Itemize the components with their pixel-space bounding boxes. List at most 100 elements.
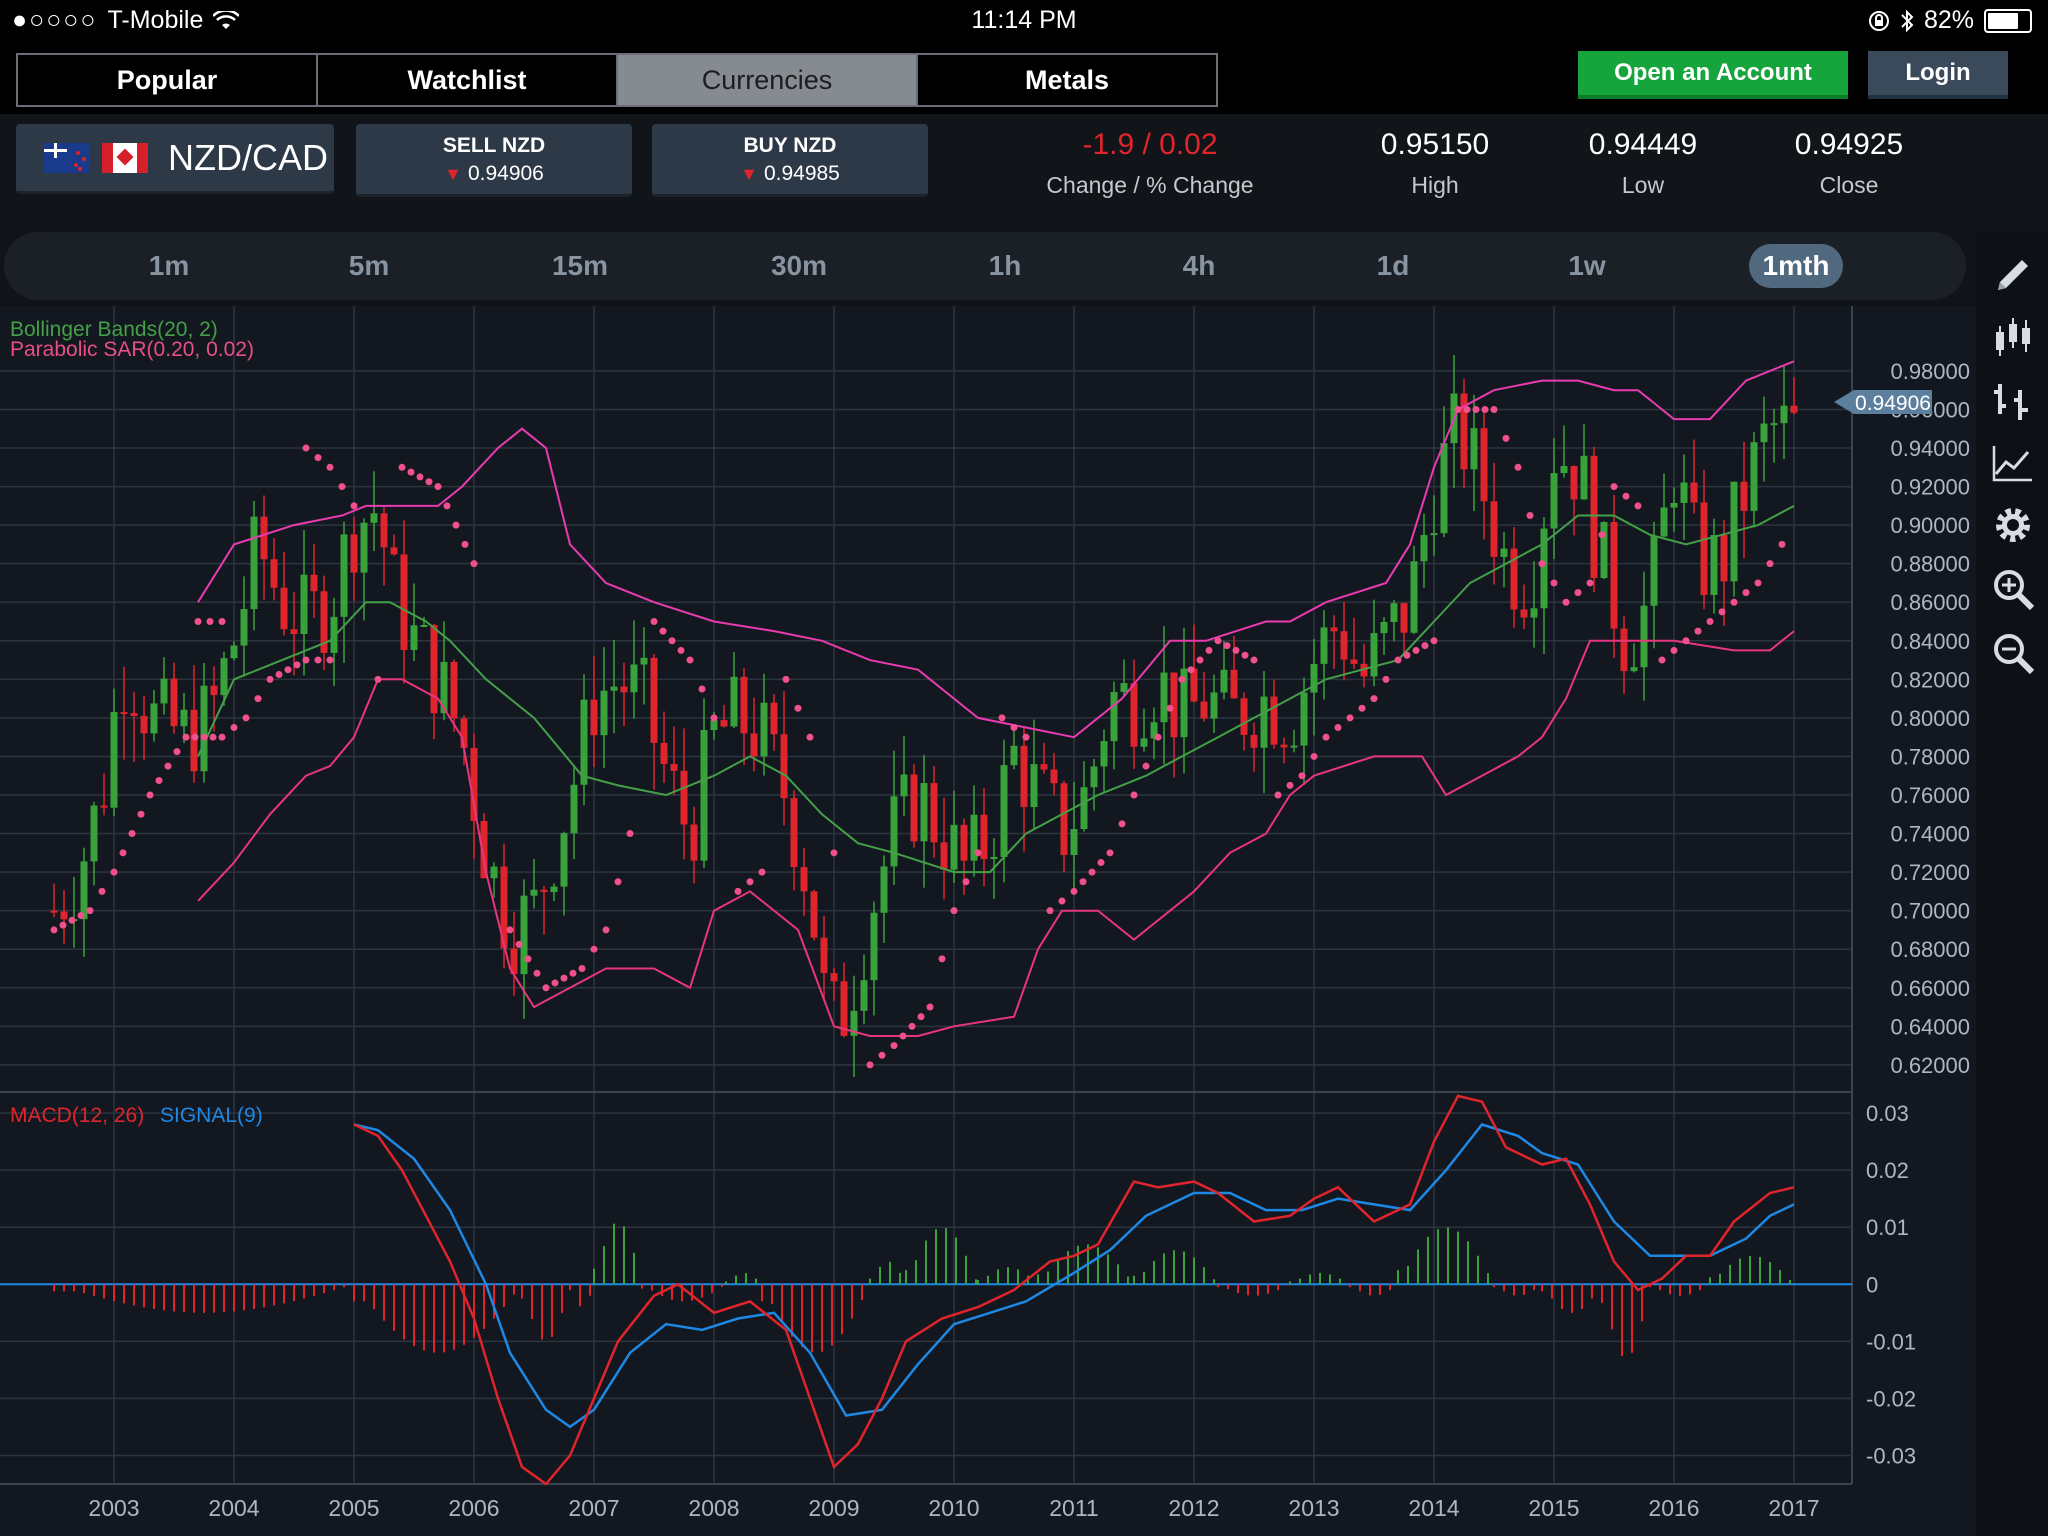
candle-body-down: [320, 591, 328, 653]
candle-body-down: [430, 624, 438, 714]
sar-dot: [614, 878, 622, 886]
timeframe-1mth[interactable]: 1mth: [1726, 232, 1866, 300]
candle-body-down: [1700, 502, 1708, 595]
sar-dot: [1079, 878, 1087, 886]
ohlc-bars-icon[interactable]: [1990, 378, 2036, 424]
currency-pair-label: NZD/CAD: [168, 136, 328, 178]
sell-button[interactable]: SELL NZD ▼ 0.94906: [356, 124, 632, 197]
candle-body-up: [360, 522, 368, 573]
sar-dot: [938, 955, 946, 963]
down-triangle-icon: ▼: [444, 164, 462, 184]
candle-body-down: [260, 516, 268, 560]
timeframe-4h[interactable]: 4h: [1182, 250, 1216, 281]
sar-dot: [1286, 781, 1294, 789]
candle-body-up: [1070, 829, 1078, 856]
sar-dot: [578, 964, 586, 972]
login-button[interactable]: Login: [1868, 51, 2008, 99]
macd-tick-label: 0: [1866, 1272, 1878, 1297]
candle-body-up: [440, 661, 448, 714]
candle-body-up: [850, 1010, 858, 1036]
tab-watchlist[interactable]: Watchlist: [318, 55, 618, 105]
pencil-icon[interactable]: [1990, 252, 2036, 298]
sar-dot: [470, 560, 478, 568]
bollinger-upper-line: [197, 360, 1795, 739]
sar-dot: [338, 483, 346, 491]
sar-dot: [866, 1061, 874, 1069]
macd-tick-label: -0.03: [1866, 1443, 1916, 1468]
sar-dot: [374, 675, 382, 683]
sar-dot: [182, 733, 190, 741]
timeframe-1w[interactable]: 1w: [1568, 250, 1606, 281]
sar-dot: [1412, 646, 1420, 654]
sar-dot: [416, 473, 424, 481]
sar-dot: [551, 979, 559, 987]
candle-body-up: [920, 783, 928, 842]
zoom-out-icon[interactable]: [1990, 630, 2036, 676]
parabolic-sar: [50, 405, 1786, 1069]
carrier-label: T-Mobile: [107, 6, 204, 34]
bollinger-legend: Bollinger Bands(20, 2): [10, 318, 218, 341]
candle-body-down: [1330, 627, 1338, 632]
timeframe-30m[interactable]: 30m: [770, 250, 828, 281]
price-tick-label: 0.88000: [1890, 552, 1970, 577]
tab-metals[interactable]: Metals: [1024, 64, 1110, 95]
candle-body-up: [230, 645, 238, 659]
sar-dot: [626, 830, 634, 838]
tab-popular[interactable]: Popular: [18, 55, 318, 105]
sar-dot: [1187, 666, 1195, 674]
sar-dot: [326, 656, 334, 664]
candle-body-up: [1370, 633, 1378, 677]
sar-dot: [1058, 897, 1066, 905]
price-tick-label: 0.72000: [1890, 860, 1970, 885]
candle-body-up: [600, 690, 608, 736]
sar-dot: [443, 502, 451, 510]
price-tick-label: 0.92000: [1890, 475, 1970, 500]
sar-dot: [1481, 405, 1489, 413]
candle-body-down: [1190, 668, 1198, 702]
down-triangle-icon: ▼: [740, 164, 758, 184]
candle-body-down: [620, 686, 628, 693]
candle-body-up: [1540, 528, 1548, 609]
sar-dot: [326, 463, 334, 471]
candle-body-up: [1600, 522, 1608, 578]
sar-dot: [86, 907, 94, 915]
line-chart-icon[interactable]: [1990, 440, 2036, 486]
high-label: High: [1411, 172, 1459, 198]
sar-dot: [1421, 642, 1429, 650]
timeframe-1m[interactable]: 1m: [148, 250, 190, 281]
sar-dot: [1154, 733, 1162, 741]
candle-body-down: [1170, 672, 1178, 738]
buy-button[interactable]: BUY NZD ▼ 0.94985: [652, 124, 928, 197]
candlestick-icon[interactable]: [1990, 314, 2036, 360]
timeframe-15m[interactable]: 15m: [551, 250, 609, 281]
candle-body-down: [810, 891, 818, 938]
currency-pair-selector[interactable]: NZD/CAD: [16, 124, 334, 194]
candle-body-up: [520, 895, 528, 975]
candle-body-up: [1550, 473, 1558, 529]
sar-dot: [1610, 483, 1618, 491]
candle-body-up: [1310, 663, 1318, 693]
price-chart[interactable]: 0.980000.960000.940000.920000.900000.880…: [0, 306, 1976, 1536]
sar-dot: [173, 748, 181, 756]
price-tick-label: 0.94000: [1890, 436, 1970, 461]
candle-body-up: [1630, 667, 1638, 672]
sar-dot: [206, 618, 214, 626]
candle-body-up: [1710, 535, 1718, 595]
candle-body-up: [220, 658, 228, 696]
candle-body-down: [510, 948, 518, 975]
sar-dot: [1130, 791, 1138, 799]
candle-body-down: [540, 889, 548, 893]
sar-dot: [434, 483, 442, 491]
candle-body-down: [660, 742, 668, 765]
tab-currencies[interactable]: Currencies: [618, 55, 918, 105]
zoom-in-icon[interactable]: [1990, 566, 2036, 612]
open-account-button[interactable]: Open an Account: [1578, 51, 1848, 99]
timeframe-1d[interactable]: 1d: [1376, 250, 1410, 281]
sar-dot: [1670, 646, 1678, 654]
sar-dot: [218, 618, 226, 626]
timeframe-5m[interactable]: 5m: [348, 250, 390, 281]
candle-body-up: [1000, 765, 1008, 857]
settings-gear-icon[interactable]: [1990, 502, 2036, 548]
sar-dot: [1562, 598, 1570, 606]
timeframe-1h[interactable]: 1h: [988, 250, 1022, 281]
